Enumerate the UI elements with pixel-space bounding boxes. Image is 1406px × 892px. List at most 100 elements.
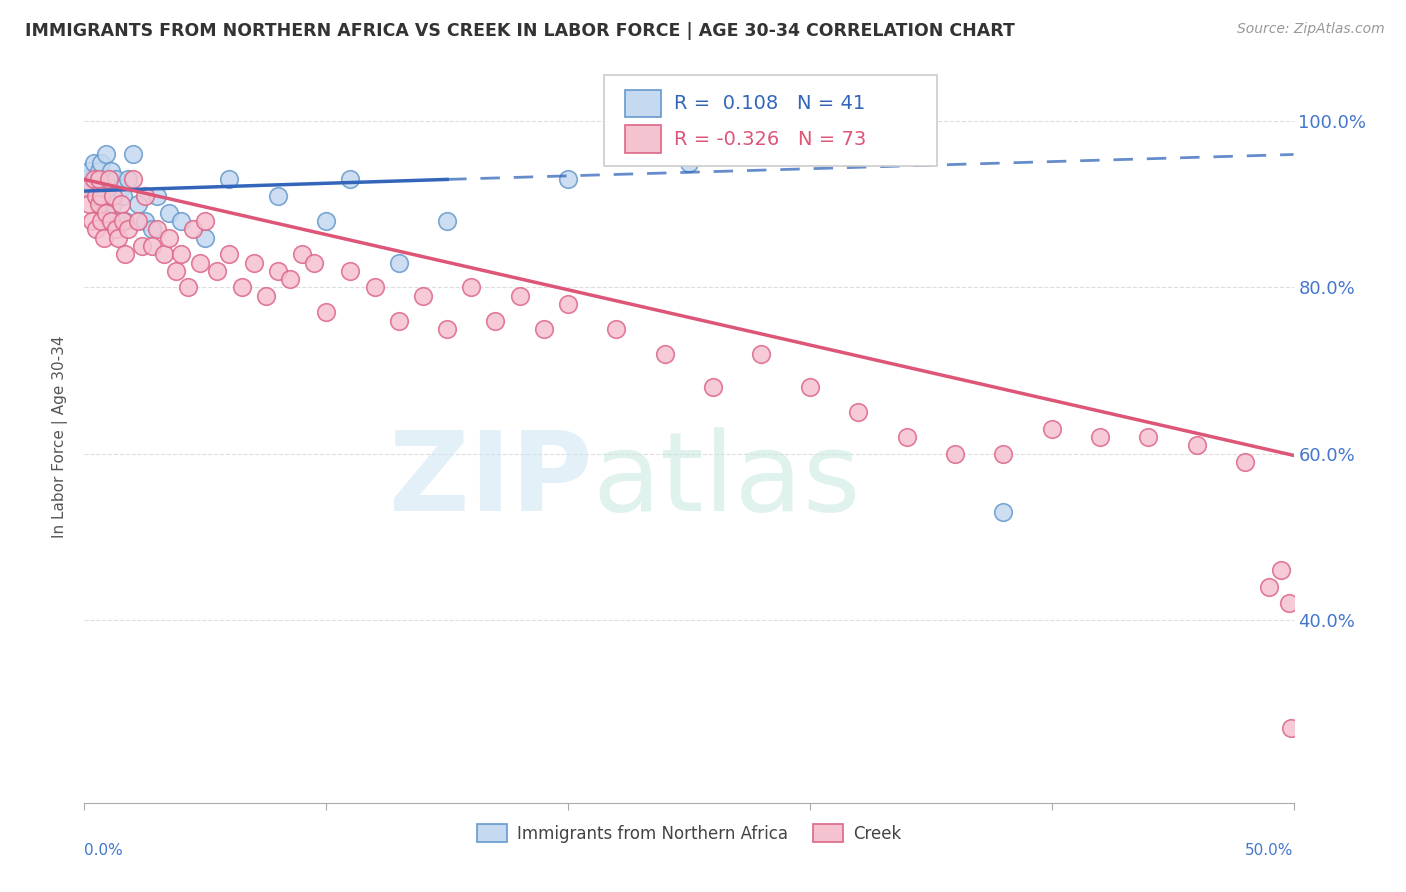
Text: 0.0%: 0.0%: [84, 843, 124, 858]
Point: [97, 180, 120, 194]
Point: [131, 239, 153, 253]
Point: [218, 247, 240, 261]
Point: [302, 255, 325, 269]
Point: [436, 214, 458, 228]
Point: [218, 172, 240, 186]
Point: [1270, 563, 1292, 577]
Point: [110, 197, 132, 211]
Point: [100, 164, 122, 178]
Point: [177, 280, 200, 294]
Point: [678, 156, 700, 170]
Point: [77, 164, 100, 178]
Point: [1234, 455, 1257, 469]
Point: [436, 322, 458, 336]
Point: [654, 347, 676, 361]
Point: [157, 205, 180, 219]
FancyBboxPatch shape: [624, 126, 661, 153]
Point: [1278, 596, 1301, 610]
Point: [605, 322, 627, 336]
Point: [87, 180, 110, 194]
Point: [80, 180, 103, 194]
Point: [170, 247, 193, 261]
Point: [267, 264, 290, 278]
FancyBboxPatch shape: [605, 75, 936, 167]
Point: [134, 214, 156, 228]
Text: 50.0%: 50.0%: [1246, 843, 1294, 858]
Point: [170, 214, 193, 228]
Point: [93, 172, 115, 186]
Point: [254, 289, 277, 303]
Point: [117, 172, 139, 186]
Point: [97, 172, 120, 186]
Point: [127, 214, 149, 228]
Point: [557, 172, 579, 186]
Point: [121, 172, 143, 186]
Point: [1258, 580, 1281, 594]
Point: [93, 189, 115, 203]
Point: [315, 214, 337, 228]
Point: [87, 172, 110, 186]
Point: [107, 214, 129, 228]
Point: [1088, 430, 1111, 444]
Point: [134, 189, 156, 203]
Point: [278, 272, 301, 286]
Text: atlas: atlas: [592, 427, 860, 534]
Point: [90, 156, 112, 170]
Point: [993, 505, 1015, 519]
Text: IMMIGRANTS FROM NORTHERN AFRICA VS CREEK IN LABOR FORCE | AGE 30-34 CORRELATION : IMMIGRANTS FROM NORTHERN AFRICA VS CREEK…: [25, 22, 1015, 40]
Text: R = -0.326   N = 73: R = -0.326 N = 73: [675, 130, 866, 149]
Point: [846, 405, 869, 419]
Point: [194, 230, 217, 244]
Point: [103, 189, 125, 203]
Point: [339, 172, 361, 186]
Text: Source: ZipAtlas.com: Source: ZipAtlas.com: [1237, 22, 1385, 37]
Point: [121, 147, 143, 161]
Point: [896, 430, 918, 444]
Point: [194, 214, 217, 228]
Text: R =  0.108   N = 41: R = 0.108 N = 41: [675, 94, 866, 113]
Point: [86, 189, 108, 203]
Point: [146, 222, 169, 236]
Point: [90, 197, 112, 211]
Point: [267, 189, 290, 203]
Point: [315, 305, 337, 319]
Point: [141, 222, 163, 236]
Point: [412, 289, 434, 303]
Point: [509, 289, 531, 303]
Y-axis label: In Labor Force | Age 30-34: In Labor Force | Age 30-34: [52, 335, 69, 539]
Point: [190, 255, 212, 269]
Point: [339, 264, 361, 278]
Point: [460, 280, 482, 294]
Point: [207, 264, 229, 278]
Point: [157, 230, 180, 244]
Legend: Immigrants from Northern Africa, Creek: Immigrants from Northern Africa, Creek: [470, 818, 908, 849]
Point: [94, 205, 117, 219]
Point: [112, 189, 135, 203]
Point: [388, 255, 411, 269]
Point: [1279, 721, 1302, 735]
Point: [87, 197, 110, 211]
Point: [388, 314, 411, 328]
Point: [146, 189, 169, 203]
Point: [1185, 438, 1208, 452]
Point: [77, 197, 100, 211]
Point: [141, 239, 163, 253]
Point: [799, 380, 821, 394]
Point: [110, 180, 132, 194]
Point: [702, 380, 724, 394]
Point: [83, 156, 105, 170]
Point: [242, 255, 264, 269]
Point: [90, 214, 112, 228]
Point: [80, 214, 103, 228]
Point: [114, 247, 136, 261]
Point: [363, 280, 385, 294]
Point: [94, 147, 117, 161]
Point: [1040, 422, 1063, 436]
Point: [107, 230, 129, 244]
Point: [484, 314, 506, 328]
Point: [291, 247, 314, 261]
Point: [165, 264, 187, 278]
Point: [87, 164, 110, 178]
Point: [153, 247, 176, 261]
Point: [93, 230, 115, 244]
